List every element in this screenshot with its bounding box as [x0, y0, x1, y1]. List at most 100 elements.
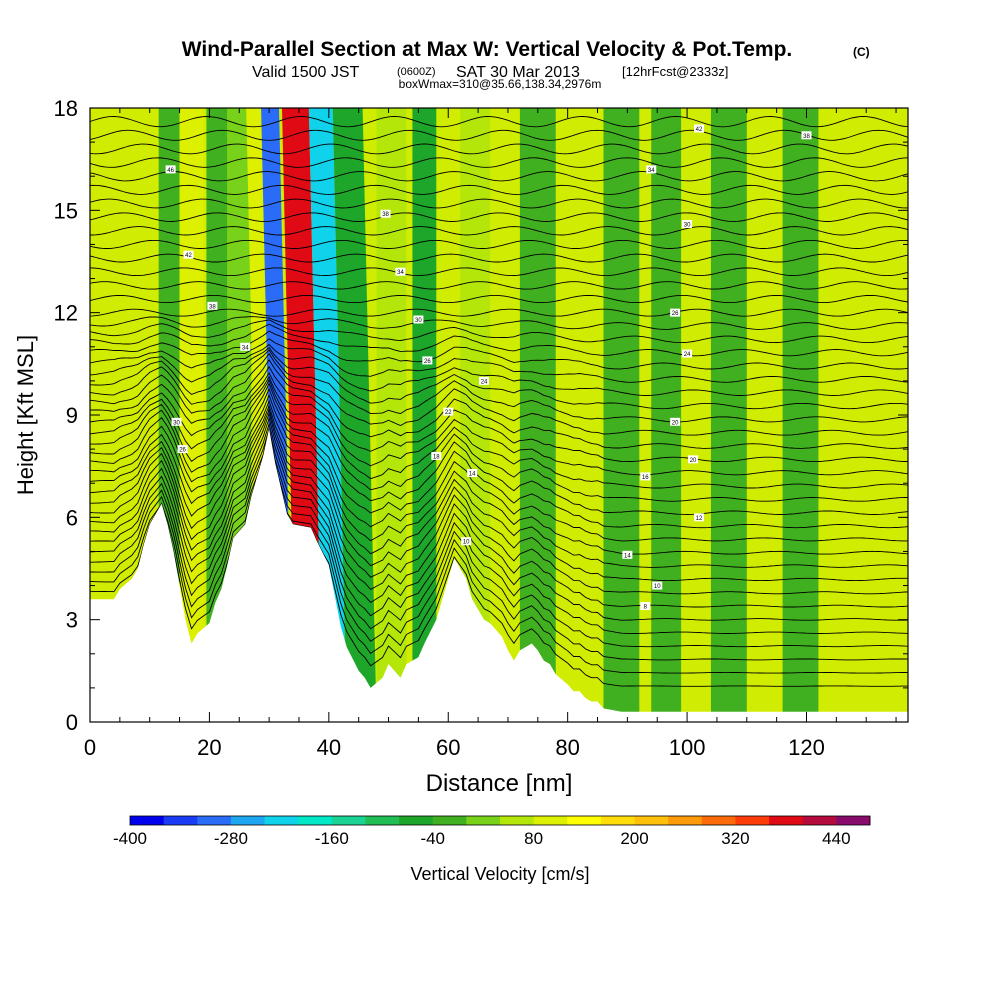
- theta-contour: [90, 253, 908, 263]
- contour-label-box: [240, 342, 251, 351]
- colorbar-tick-label: 200: [620, 829, 648, 848]
- colorbar-label: Vertical Velocity [cm/s]: [410, 864, 589, 884]
- theta-contour: [90, 319, 908, 344]
- contour-label-box: [467, 468, 478, 477]
- velocity-band: [603, 108, 640, 722]
- theta-contour: [90, 116, 908, 128]
- contour-label-box: [652, 581, 663, 590]
- x-tick-label: 100: [669, 735, 706, 760]
- chart-title-mark: (C): [853, 45, 870, 59]
- contour-label-box: [183, 250, 194, 259]
- theta-contour: [90, 408, 908, 582]
- theta-contour: [90, 157, 908, 168]
- theta-contour: [90, 375, 908, 489]
- contour-label-box: [422, 356, 433, 365]
- contour-label: 20: [672, 420, 679, 426]
- colorbar-swatch: [634, 816, 669, 825]
- contour-label: 30: [415, 318, 422, 324]
- colorbar-swatch: [836, 816, 871, 825]
- contour-label: 46: [167, 168, 174, 174]
- y-tick-label: 6: [66, 505, 78, 530]
- theta-contour: [90, 267, 908, 277]
- theta-contour: [90, 338, 908, 383]
- velocity-band: [782, 108, 819, 722]
- contour-label: 8: [644, 605, 648, 611]
- y-tick-label: 0: [66, 710, 78, 735]
- colorbar: -400 -280 -160 -40 80 200 320 440: [113, 815, 871, 848]
- colorbar-swatch: [331, 816, 366, 825]
- colorbar-tick-label: 80: [524, 829, 543, 848]
- contour-label-box: [670, 417, 681, 426]
- contour-label-box: [688, 455, 699, 464]
- x-axis-ticks: 0 20 40 60 80 100 120: [84, 108, 897, 760]
- theta-contour: [90, 294, 908, 304]
- theta-contour: [90, 353, 908, 436]
- theta-contour: [90, 428, 908, 674]
- colorbar-tick-label: 440: [822, 829, 850, 848]
- contour-label: 26: [424, 359, 431, 365]
- contour-label-box: [171, 417, 182, 426]
- theta-contour: [90, 184, 908, 195]
- theta-contours: [90, 116, 908, 687]
- theta-contour: [90, 382, 908, 515]
- subtitle-date: SAT 30 Mar 2013: [456, 64, 580, 81]
- x-tick-label: 20: [197, 735, 221, 760]
- contour-label: 18: [433, 454, 440, 460]
- theta-contour: [90, 428, 908, 687]
- contour-label: 24: [684, 352, 691, 358]
- y-tick-label: 9: [66, 403, 78, 428]
- x-tick-label: 0: [84, 735, 96, 760]
- contour-label: 26: [179, 448, 186, 454]
- colorbar-swatch: [668, 816, 703, 825]
- x-tick-label: 80: [555, 735, 579, 760]
- colorbar-swatch: [399, 816, 434, 825]
- contour-label-box: [646, 165, 657, 174]
- x-axis-label: Distance [nm]: [426, 770, 573, 797]
- theta-contour: [90, 316, 908, 330]
- theta-contour: [90, 399, 908, 555]
- contour-label-box: [694, 513, 705, 522]
- colorbar-swatch: [567, 816, 602, 825]
- contour-label: 42: [185, 253, 192, 259]
- colorbar-tick-label: -40: [420, 829, 445, 848]
- theta-contour: [90, 171, 908, 182]
- subtitle-prefix: Valid 1500 JST: [252, 64, 360, 81]
- contour-label-box: [640, 472, 651, 481]
- theta-contour: [90, 330, 908, 370]
- colorbar-tick-label: -280: [214, 829, 248, 848]
- colorbar-swatch: [600, 816, 636, 825]
- theta-contour: [90, 226, 908, 236]
- contour-label-box: [207, 301, 218, 310]
- y-tick-label: 15: [54, 198, 78, 223]
- y-tick-label: 12: [54, 301, 78, 326]
- theta-contour: [90, 411, 908, 595]
- contour-label: 20: [690, 458, 697, 464]
- colorbar-swatch: [230, 816, 266, 825]
- plot-area: 46 42 38 34 30 26 38 34 30 26 24 22 18 14 10 34 30 26 24 20…: [90, 108, 908, 722]
- theta-contour: [90, 281, 908, 290]
- contour-label: 16: [642, 475, 649, 481]
- colorbar-frame: [129, 815, 871, 826]
- colorbar-swatch: [533, 816, 568, 825]
- colorbar-tick-label: -400: [113, 829, 147, 848]
- velocity-band: [179, 108, 204, 722]
- contour-label: 34: [648, 168, 655, 174]
- theta-contour: [90, 428, 908, 648]
- x-tick-label: 40: [317, 735, 341, 760]
- theta-contour-labels: 46 42 38 34 30 26 38 34 30 26 24 22 18 14 10 34 30 26 24 20…: [165, 124, 812, 611]
- theta-contour: [90, 343, 908, 396]
- colorbar-swatch: [432, 816, 467, 825]
- colorbar-swatch: [466, 816, 501, 825]
- subtitle-fcst: [12hrFcst@2333z]: [622, 64, 728, 79]
- y-tick-label: 3: [66, 608, 78, 633]
- contour-label-box: [461, 537, 472, 546]
- y-axis-ticks: 0 3 6 9 12 15 18: [54, 96, 908, 735]
- theta-contour: [90, 428, 908, 661]
- contour-label: 12: [696, 516, 703, 522]
- theta-contour: [90, 365, 908, 463]
- velocity-band: [519, 108, 556, 722]
- colorbar-swatch: [802, 816, 837, 825]
- contour-label: 38: [382, 212, 389, 218]
- contour-label: 26: [672, 311, 679, 317]
- theta-contour: [90, 428, 908, 634]
